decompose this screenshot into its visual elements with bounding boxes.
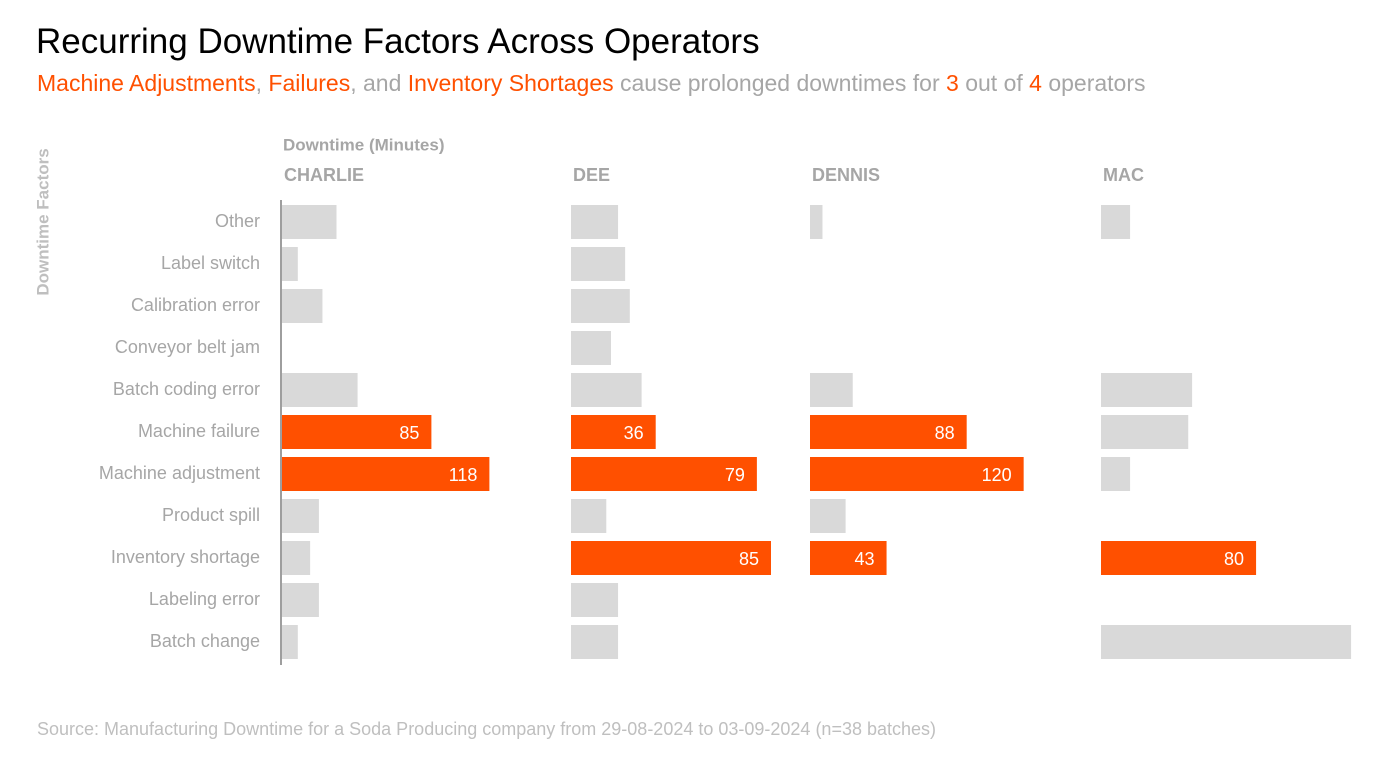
bar [810,205,823,239]
subtitle-segment: Machine Adjustments [37,70,256,96]
bar [571,625,619,659]
y-tick-label: Batch change [150,631,260,651]
value-label: 36 [624,423,644,443]
bar [571,415,656,449]
subtitle-segment: cause prolonged downtimes for [613,70,947,96]
bar [810,499,846,533]
bar [282,205,337,239]
source-note: Source: Manufacturing Downtime for a Sod… [37,719,937,739]
panel-title: MAC [1103,165,1144,185]
bar [571,205,619,239]
value-label: 43 [855,549,875,569]
x-axis-title: Downtime (Minutes) [283,135,445,154]
bar [571,247,626,281]
subtitle-segment: out of [958,70,1030,96]
value-label: 85 [399,423,419,443]
y-tick-label: Labeling error [149,589,260,609]
value-label: 85 [739,549,759,569]
panel-title: DENNIS [812,165,880,185]
bar [1101,625,1352,659]
bar [571,457,757,491]
bar [571,373,642,407]
bar [282,541,311,575]
bar [282,583,319,617]
bar [282,373,358,407]
bar [282,499,319,533]
bar [1101,205,1131,239]
bar [282,289,323,323]
y-tick-label: Product spill [162,505,260,525]
bar [571,541,771,575]
subtitle-segment: 4 [1029,70,1042,96]
subtitle-segment: Failures [268,70,351,96]
subtitle-segment: , and [350,70,408,96]
panel-title: CHARLIE [284,165,364,185]
value-label: 118 [449,465,478,485]
bar [282,247,298,281]
bar [1101,373,1193,407]
value-label: 79 [725,465,745,485]
y-tick-label: Batch coding error [113,379,260,399]
subtitle-segment: operators [1041,70,1146,96]
bar [282,457,490,491]
bar [571,583,619,617]
bar [1101,541,1257,575]
bar [571,499,607,533]
bar [1101,457,1131,491]
chart-title: Recurring Downtime Factors Across Operat… [36,22,760,61]
bar [571,331,611,365]
subtitle-segment: 3 [946,70,959,96]
y-tick-label: Other [215,211,260,231]
bar [810,373,853,407]
bar [282,625,298,659]
bar [810,541,887,575]
bar [282,415,432,449]
bar [810,457,1024,491]
value-label: 80 [1224,549,1244,569]
panel-title: DEE [573,165,610,185]
y-tick-label: Machine failure [138,421,260,441]
y-axis-title: Downtime Factors [33,148,52,295]
bar [810,415,967,449]
chart-subtitle: Machine Adjustments, Failures, and Inven… [37,70,1146,97]
value-label: 88 [935,423,955,443]
bar [1101,415,1189,449]
y-tick-label: Conveyor belt jam [115,337,260,357]
subtitle-segment: , [255,70,269,96]
y-tick-label: Calibration error [131,295,260,315]
y-tick-label: Inventory shortage [111,547,260,567]
bar [571,289,630,323]
y-tick-label: Label switch [161,253,260,273]
subtitle-segment: Inventory Shortages [407,70,614,96]
value-label: 120 [982,465,1012,485]
y-tick-label: Machine adjustment [99,463,260,483]
